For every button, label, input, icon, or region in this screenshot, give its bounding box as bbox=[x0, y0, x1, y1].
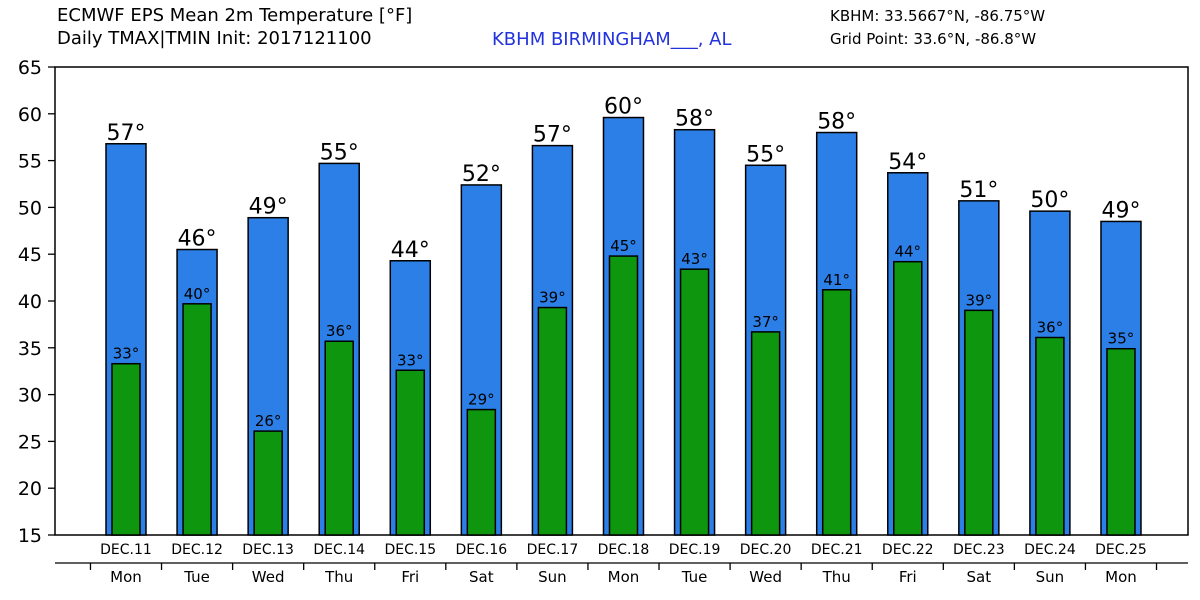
x-tick-label-date: DEC.19 bbox=[669, 542, 721, 558]
y-tick-label: 55 bbox=[18, 151, 42, 173]
tmin-label: 36° bbox=[1037, 319, 1064, 337]
x-tick-label-weekday: Sun bbox=[538, 568, 567, 586]
y-tick-label: 65 bbox=[18, 57, 42, 79]
tmin-label: 36° bbox=[326, 322, 353, 340]
tmin-label: 39° bbox=[539, 289, 566, 307]
tmin-label: 39° bbox=[966, 291, 993, 309]
x-tick-label-date: DEC.13 bbox=[242, 542, 294, 558]
tmax-label: 57° bbox=[107, 121, 146, 146]
y-tick-label: 20 bbox=[18, 478, 42, 500]
tmin-bar bbox=[964, 309, 994, 536]
x-tick-label-weekday: Tue bbox=[681, 568, 708, 586]
tmax-label: 49° bbox=[1101, 198, 1140, 223]
x-tick-label-weekday: Fri bbox=[899, 568, 917, 586]
tmin-label: 43° bbox=[681, 250, 708, 268]
tmin-bar bbox=[182, 303, 212, 536]
tmax-label: 60° bbox=[604, 95, 643, 120]
x-tick-label-date: DEC.20 bbox=[740, 542, 792, 558]
chart-title: ECMWF EPS Mean 2m Temperature [°F] bbox=[57, 5, 413, 26]
tmin-bar bbox=[893, 260, 923, 536]
station-name: KBHM BIRMINGHAM___, AL bbox=[492, 29, 732, 50]
tmin-label: 41° bbox=[823, 271, 850, 289]
y-tick-label: 35 bbox=[18, 338, 42, 360]
tmax-label: 49° bbox=[249, 195, 288, 220]
tmax-label: 54° bbox=[888, 150, 927, 175]
tmin-bar bbox=[324, 340, 354, 536]
x-tick-label-weekday: Thu bbox=[822, 568, 851, 586]
y-tick-label: 60 bbox=[18, 104, 42, 126]
tmin-label: 40° bbox=[184, 285, 211, 303]
tmin-bar bbox=[537, 306, 568, 536]
tmin-label: 37° bbox=[752, 313, 779, 331]
tmax-label: 52° bbox=[462, 162, 501, 187]
tmax-label: 51° bbox=[959, 178, 998, 203]
tmin-bar bbox=[395, 369, 426, 536]
x-tick-label-date: DEC.11 bbox=[100, 542, 152, 558]
y-tick-label: 50 bbox=[18, 197, 42, 219]
tmax-label: 57° bbox=[533, 123, 572, 148]
chart-subtitle: Daily TMAX|TMIN Init: 2017121100 bbox=[57, 28, 372, 49]
x-tick-label-date: DEC.17 bbox=[527, 542, 579, 558]
x-tick-label-weekday: Wed bbox=[252, 568, 285, 586]
x-tick-label-weekday: Sat bbox=[469, 568, 494, 586]
tmax-label: 50° bbox=[1030, 188, 1069, 213]
x-tick-label-date: DEC.12 bbox=[171, 542, 223, 558]
grid-point-coordinates: Grid Point: 33.6°N, -86.8°W bbox=[830, 30, 1037, 48]
tmin-bar bbox=[1106, 347, 1136, 536]
tmin-bar bbox=[608, 255, 639, 536]
tmin-label: 45° bbox=[610, 237, 637, 255]
tmax-label: 46° bbox=[178, 227, 217, 252]
y-tick-label: 30 bbox=[18, 385, 42, 407]
tmin-bar bbox=[253, 430, 283, 536]
x-tick-label-date: DEC.23 bbox=[953, 542, 1005, 558]
x-tick-label-date: DEC.25 bbox=[1095, 542, 1147, 558]
tmin-label: 44° bbox=[894, 243, 921, 261]
x-tick-label-weekday: Fri bbox=[401, 568, 419, 586]
tmin-bar bbox=[821, 289, 852, 536]
x-tick-label-weekday: Mon bbox=[1105, 568, 1137, 586]
x-tick-label-date: DEC.24 bbox=[1024, 542, 1076, 558]
tmin-label: 33° bbox=[397, 351, 424, 369]
x-tick-label-date: DEC.16 bbox=[456, 542, 508, 558]
y-tick-label: 40 bbox=[18, 291, 42, 313]
y-tick-label: 45 bbox=[18, 244, 42, 266]
tmax-label: 44° bbox=[391, 238, 430, 263]
tmin-label: 33° bbox=[113, 345, 140, 363]
station-coordinates: KBHM: 33.5667°N, -86.75°W bbox=[830, 7, 1046, 25]
tmax-label: 58° bbox=[675, 107, 714, 132]
tmin-bar bbox=[111, 362, 141, 536]
tmax-label: 55° bbox=[746, 142, 785, 167]
tmax-label: 55° bbox=[320, 140, 359, 165]
tmin-bar bbox=[466, 408, 497, 536]
tmin-label: 35° bbox=[1108, 330, 1135, 348]
x-tick-label-date: DEC.15 bbox=[384, 542, 436, 558]
tmin-bar bbox=[1035, 336, 1065, 536]
x-tick-label-weekday: Wed bbox=[749, 568, 782, 586]
tmin-bar bbox=[679, 268, 710, 536]
y-tick-label: 25 bbox=[18, 431, 42, 453]
x-tick-label-weekday: Sun bbox=[1036, 568, 1065, 586]
x-tick-label-date: DEC.18 bbox=[598, 542, 650, 558]
y-tick-label: 15 bbox=[18, 525, 42, 547]
x-tick-label-date: DEC.22 bbox=[882, 542, 934, 558]
x-tick-label-weekday: Mon bbox=[608, 568, 640, 586]
tmin-label: 29° bbox=[468, 391, 495, 409]
tmin-label: 26° bbox=[255, 412, 282, 430]
tmax-label: 58° bbox=[817, 110, 856, 135]
x-tick-label-weekday: Sat bbox=[967, 568, 992, 586]
x-tick-label-weekday: Mon bbox=[110, 568, 142, 586]
x-tick-label-date: DEC.21 bbox=[811, 542, 863, 558]
x-tick-label-weekday: Tue bbox=[183, 568, 210, 586]
x-tick-label-weekday: Thu bbox=[324, 568, 353, 586]
x-tick-label-date: DEC.14 bbox=[313, 542, 365, 558]
tmin-bar bbox=[750, 331, 781, 536]
